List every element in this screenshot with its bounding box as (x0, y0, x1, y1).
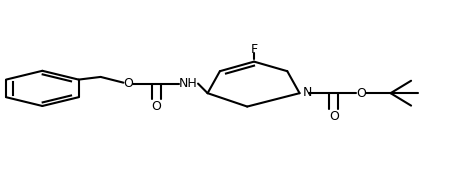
Text: O: O (151, 100, 161, 113)
Text: O: O (329, 110, 338, 123)
Text: O: O (356, 87, 366, 100)
Text: N: N (303, 86, 312, 99)
Text: O: O (123, 77, 133, 90)
Text: NH: NH (179, 77, 197, 90)
Text: F: F (251, 43, 257, 56)
